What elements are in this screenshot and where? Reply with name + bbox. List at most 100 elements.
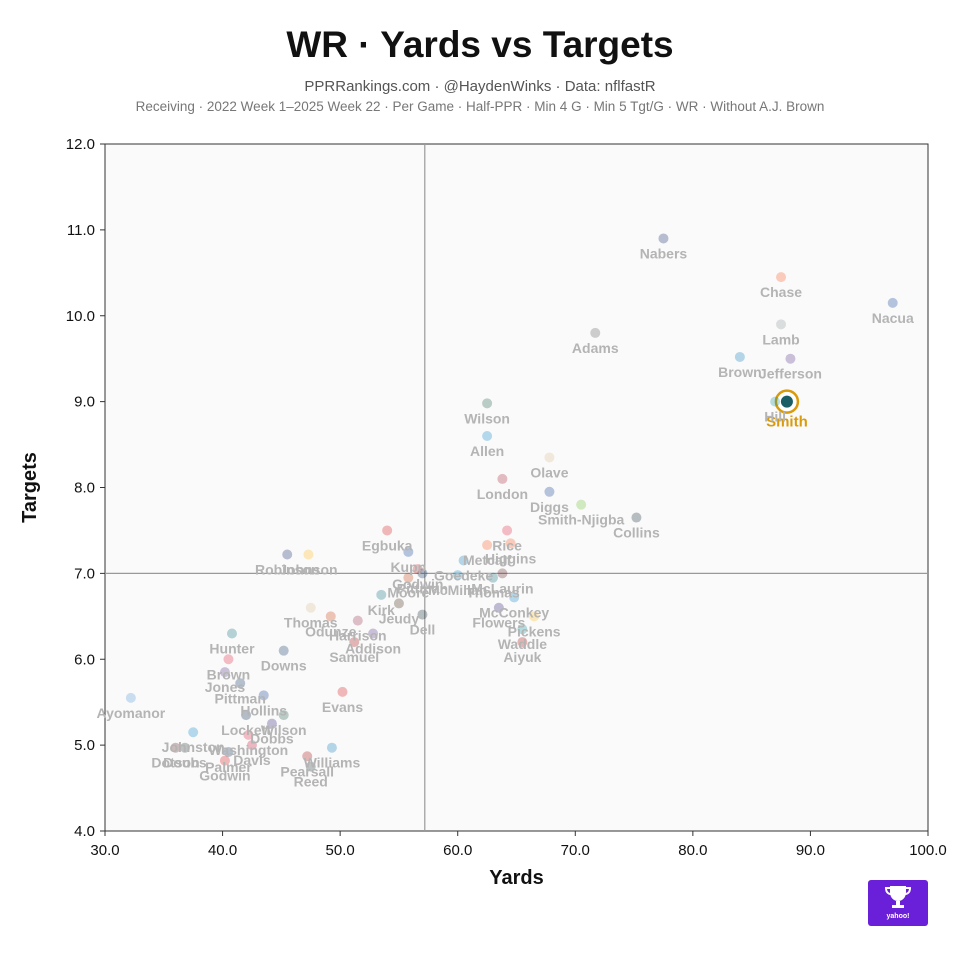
point-label: Smith	[766, 414, 808, 431]
x-tick-label: 30.0	[90, 842, 119, 859]
data-point	[305, 602, 316, 613]
y-axis: 4.0 5.0 6.0 7.0 8.0 9.0 10.0 11.0 12.0	[66, 136, 105, 840]
data-point	[243, 729, 254, 740]
data-point	[368, 628, 379, 639]
point-label: Flowers	[472, 615, 525, 631]
data-point	[734, 351, 745, 362]
x-tick-label: 70.0	[561, 842, 590, 859]
data-point	[337, 686, 348, 697]
data-point	[170, 742, 181, 753]
data-point	[493, 602, 504, 613]
x-axis-label: Yards	[489, 867, 543, 889]
data-point	[241, 710, 252, 721]
point-label: McMillan	[428, 582, 487, 598]
data-point	[352, 615, 363, 626]
data-point	[226, 628, 237, 639]
data-point	[517, 637, 528, 648]
point-label: Dobbs	[250, 731, 294, 747]
point-label: Chase	[760, 284, 802, 300]
point-label: Thomas	[466, 585, 520, 601]
point-label: Jones	[205, 679, 246, 695]
y-tick-label: 12.0	[66, 136, 95, 153]
point-label: Williams	[304, 755, 361, 771]
data-point	[305, 761, 316, 772]
data-point	[188, 727, 199, 738]
data-point	[770, 396, 781, 407]
point-labels: NabersChaseNacuaLambAdamsBrownJeffersonS…	[97, 245, 914, 789]
data-point	[658, 233, 669, 244]
data-point	[529, 611, 540, 622]
data-point	[417, 609, 428, 620]
point-label: Washington	[209, 742, 289, 758]
data-point	[258, 690, 269, 701]
x-tick-label: 40.0	[208, 842, 237, 859]
point-label: Dell	[410, 622, 436, 638]
trophy-icon	[884, 886, 912, 908]
data-point	[509, 592, 520, 603]
x-tick-label: 60.0	[443, 842, 472, 859]
point-label: Waddle	[498, 636, 547, 652]
data-point	[631, 512, 642, 523]
data-points	[125, 233, 898, 772]
data-point	[505, 538, 516, 549]
data-point	[482, 540, 493, 551]
point-label: Egbuka	[362, 537, 413, 553]
point-label: Nacua	[872, 310, 914, 326]
chart-subtitle: PPRRankings.com · @HaydenWinks · Data: n…	[304, 78, 656, 95]
median-lines	[105, 144, 928, 831]
data-point	[576, 499, 587, 510]
x-tick-label: 50.0	[326, 842, 355, 859]
point-label: Godwin	[392, 576, 443, 592]
data-point	[502, 525, 513, 536]
point-label: Thomas	[284, 615, 338, 631]
point-label: Aiyuk	[503, 649, 541, 665]
data-point	[219, 755, 230, 766]
point-label: Reed	[294, 774, 328, 790]
x-tick-label: 100.0	[909, 842, 947, 859]
point-label: Rice	[492, 537, 522, 553]
point-label: Johnston	[162, 739, 225, 755]
data-point	[326, 742, 337, 753]
point-label: Jeudy	[379, 610, 420, 626]
data-point	[382, 525, 393, 536]
data-point	[544, 452, 555, 463]
point-label: Collins	[613, 525, 660, 541]
y-tick-label: 5.0	[74, 737, 95, 754]
point-label: Pittman	[215, 690, 266, 706]
x-tick-label: 80.0	[678, 842, 707, 859]
point-label: Hunter	[209, 640, 255, 656]
data-point	[544, 486, 555, 497]
data-point	[590, 327, 601, 338]
point-label: Doubs	[163, 755, 207, 771]
point-label: Pickens	[508, 623, 561, 639]
y-tick-label: 7.0	[74, 565, 95, 582]
point-label: Lamb	[762, 331, 799, 347]
data-point	[302, 751, 313, 762]
data-point	[887, 297, 898, 308]
data-point	[223, 654, 234, 665]
logo-text: yahoo!	[886, 913, 910, 920]
data-point	[246, 740, 257, 751]
data-point	[452, 570, 463, 581]
data-point	[219, 667, 230, 678]
point-label: Kupp	[390, 559, 426, 575]
data-point	[282, 549, 293, 560]
point-label: McLaurin	[471, 580, 533, 596]
data-point	[417, 568, 428, 579]
point-label: Lockett	[221, 722, 271, 738]
y-tick-label: 9.0	[74, 394, 95, 411]
chart-title: WR · Yards vs Targets	[286, 24, 674, 65]
chart-filters: Receiving · 2022 Week 1–2025 Week 22 · P…	[135, 99, 825, 114]
point-label: Davis	[233, 752, 271, 768]
data-point	[458, 555, 469, 566]
point-label: Johnson	[279, 561, 337, 577]
point-label: Robinson	[255, 561, 320, 577]
data-point	[223, 746, 234, 757]
y-tick-label: 4.0	[74, 823, 95, 840]
data-point	[303, 549, 314, 560]
data-point	[278, 710, 289, 721]
point-label: Goedeke	[434, 567, 493, 583]
point-label: Nabers	[640, 245, 688, 261]
data-point	[266, 718, 277, 729]
